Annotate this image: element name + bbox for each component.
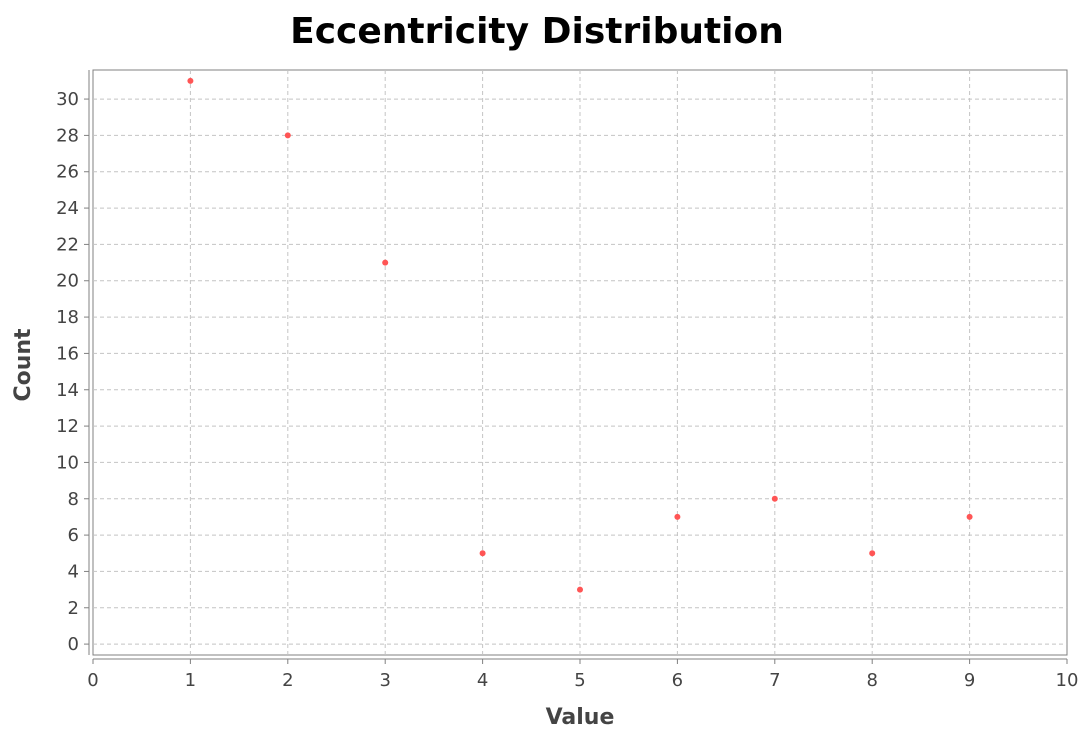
y-tick-label: 6 [68, 525, 79, 546]
data-point [284, 132, 291, 139]
plot-area [92, 69, 1068, 656]
y-tick-label: 18 [56, 307, 79, 328]
x-tick-label: 5 [574, 670, 585, 691]
y-tick-label: 10 [56, 452, 79, 473]
x-tick-label: 4 [477, 670, 488, 691]
y-tick-label: 14 [56, 380, 79, 401]
data-points [187, 77, 973, 593]
x-tick-label: 7 [769, 670, 780, 691]
data-point [869, 550, 876, 557]
data-point [771, 495, 778, 502]
y-tick-label: 26 [56, 162, 79, 183]
data-point [966, 513, 973, 520]
data-point [382, 259, 389, 266]
x-axis-label: Value [546, 705, 615, 729]
x-tick-label: 3 [379, 670, 390, 691]
y-tick-label: 22 [56, 234, 79, 255]
x-tick-label: 6 [672, 670, 683, 691]
y-tick-label: 24 [56, 198, 79, 219]
grid [93, 70, 1067, 655]
data-point [479, 550, 486, 557]
x-tick-label: 10 [1056, 670, 1079, 691]
y-tick-label: 30 [56, 89, 79, 110]
x-tick-label: 2 [282, 670, 293, 691]
chart-title: Eccentricity Distribution [290, 11, 784, 52]
x-tick-label: 1 [185, 670, 196, 691]
data-point [187, 77, 194, 84]
y-axis-label: Count [11, 328, 36, 402]
y-tick-label: 0 [68, 634, 79, 655]
data-point [674, 513, 681, 520]
x-tick-label: 0 [87, 670, 98, 691]
x-tick-label: 8 [866, 670, 877, 691]
data-point [577, 586, 583, 593]
y-tick-label: 8 [68, 489, 79, 510]
y-tick-label: 20 [56, 271, 79, 292]
x-tick-label: 9 [964, 670, 975, 691]
y-tick-label: 12 [56, 416, 79, 437]
y-tick-label: 2 [68, 598, 79, 619]
y-tick-label: 28 [56, 125, 79, 146]
y-tick-label: 4 [68, 561, 79, 582]
y-tick-label: 16 [56, 343, 79, 364]
